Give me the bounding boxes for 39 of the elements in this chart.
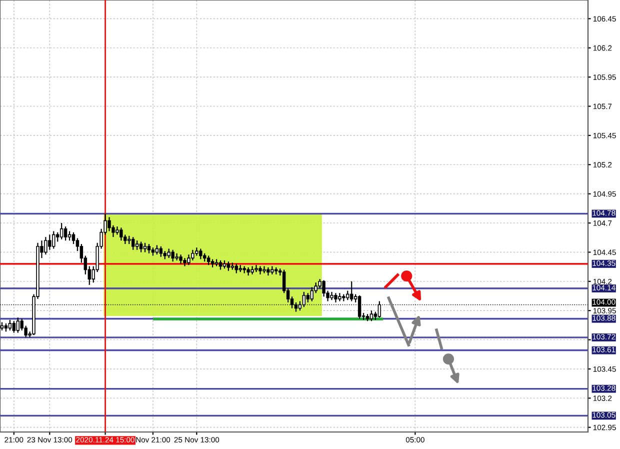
candlestick [60,222,64,240]
candlestick [306,292,310,303]
candlestick [155,244,159,256]
candlestick [254,264,258,273]
candlestick [187,254,190,266]
candlestick [12,320,16,334]
candlestick [171,249,174,262]
candlestick [199,248,202,260]
candlestick [370,310,374,322]
candlestick [135,240,139,250]
candlestick [120,227,123,242]
candlestick [143,242,147,253]
candlestick [206,255,210,266]
candlestick [52,230,56,250]
candlestick [68,230,72,242]
candlestick [64,226,68,242]
candlestick [226,260,230,272]
candlestick [16,317,20,334]
candlestick [310,286,314,302]
candlestick [250,266,254,275]
candlestick [262,266,266,274]
candlestick [48,234,52,250]
candlestick [234,263,238,274]
candlestick [159,246,163,258]
candlestick [218,260,222,270]
candlestick [72,232,76,245]
candlestick [322,280,326,298]
candlestick [8,319,12,331]
candlestick [167,248,170,259]
candlestick [334,292,338,303]
candlestick [139,241,143,253]
candlestick [179,254,182,264]
candlestick [350,280,354,302]
candlestick [175,252,178,261]
candlestick [131,236,135,250]
candlestick [346,290,350,301]
candlestick [44,236,48,256]
candlestick [147,243,151,254]
candlestick [191,249,194,261]
